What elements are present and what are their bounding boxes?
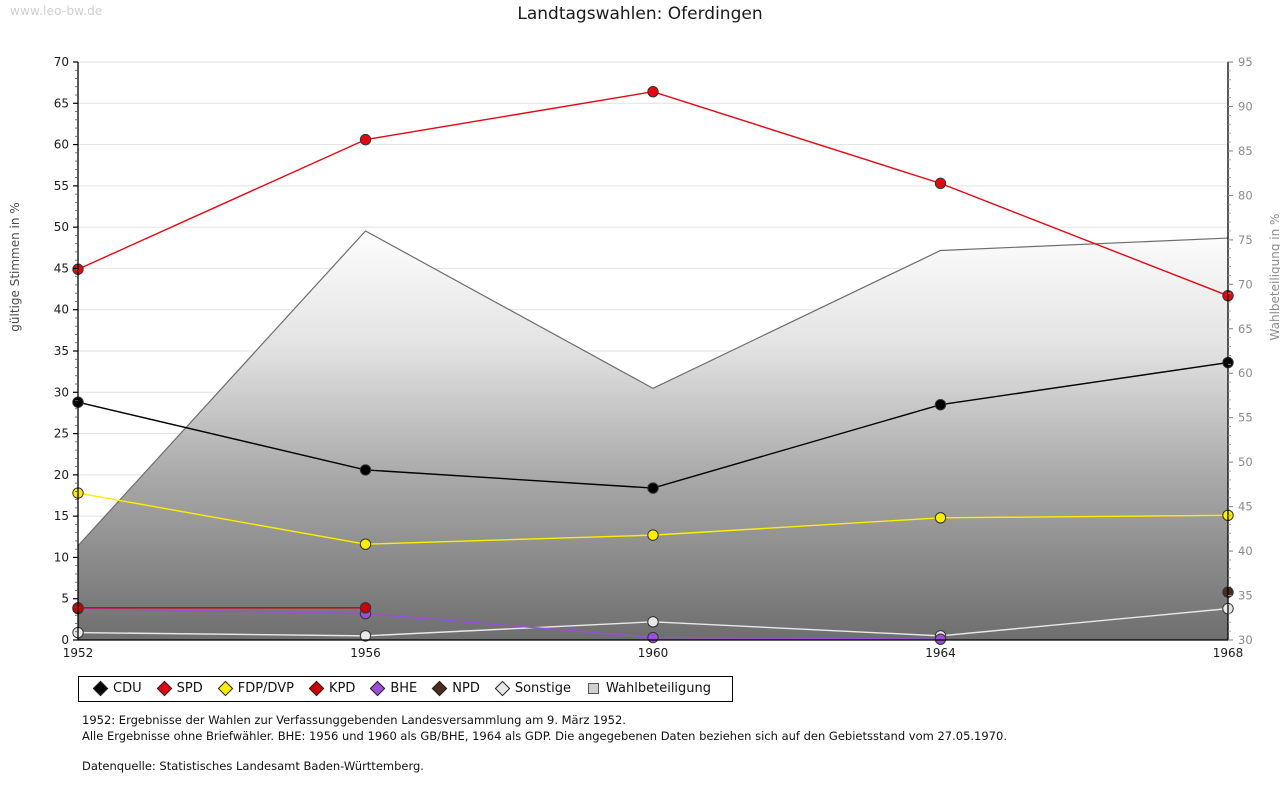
legend-label: SPD [176, 681, 203, 696]
tick-label: 65 [54, 96, 69, 110]
data-point[interactable] [934, 512, 947, 524]
legend-item-fdp-dvp[interactable]: FDP/DVP [214, 680, 305, 697]
tick-label: 15 [54, 509, 69, 523]
footnote-source: Datenquelle: Statistisches Landesamt Bad… [82, 759, 424, 773]
x-axis-ticks: 1952 1956 1960 1964 1968 [63, 646, 1244, 660]
watermark: www.leo-bw.de [10, 4, 103, 18]
tick-label: 60 [54, 138, 69, 152]
legend-diamond-icon [92, 680, 109, 697]
footnote-line-2: Alle Ergebnisse ohne Briefwähler. BHE: 1… [82, 729, 1007, 743]
wahlbeteiligung-line [77, 230, 1229, 547]
tick-label: 45 [1238, 500, 1253, 514]
legend-diamond-icon [494, 680, 511, 697]
data-point[interactable] [934, 177, 947, 190]
series-line [77, 607, 941, 640]
tick-label: 65 [1238, 322, 1253, 336]
legend-label: KPD [328, 681, 356, 696]
data-point[interactable] [934, 398, 947, 411]
data-point[interactable] [647, 529, 659, 541]
legend-diamond-icon [308, 680, 325, 697]
tick-label: 30 [1238, 633, 1253, 647]
legend-label: CDU [113, 681, 142, 696]
series-spd [72, 86, 1234, 302]
tick-label: 35 [54, 344, 69, 358]
y-axis-right-ticks: 30 35 40 45 50 55 60 65 70 75 80 85 90 95 [1228, 55, 1253, 647]
footnotes: 1952: Ergebnisse der Wahlen zur Verfassu… [82, 712, 1007, 774]
data-point[interactable] [359, 464, 372, 476]
legend-item-wahlbeteiligung[interactable]: Wahlbeteiligung [582, 681, 722, 696]
data-point[interactable] [359, 538, 372, 550]
legend-item-sonstige[interactable]: Sonstige [491, 680, 582, 697]
x-tick-label: 1960 [638, 646, 669, 660]
legend-diamond-icon [217, 680, 233, 697]
tick-label: 0 [61, 633, 69, 647]
x-tick-label: 1964 [925, 646, 956, 660]
data-point[interactable] [647, 86, 659, 98]
legend-label: FDP/DVP [237, 681, 294, 696]
tick-label: 55 [1238, 411, 1253, 425]
x-tick-label: 1952 [63, 646, 94, 660]
legend-item-cdu[interactable]: CDU [89, 680, 153, 697]
legend-item-kpd[interactable]: KPD [305, 680, 366, 697]
tick-label: 35 [1238, 589, 1253, 603]
data-point[interactable] [359, 133, 372, 146]
legend-item-npd[interactable]: NPD [428, 680, 491, 697]
tick-label: 30 [54, 385, 69, 399]
tick-label: 40 [54, 303, 69, 317]
data-point[interactable] [647, 482, 659, 494]
y-axis-left-minor-ticks [75, 69, 78, 633]
footnote-line-1: 1952: Ergebnisse der Wahlen zur Verfassu… [82, 713, 626, 727]
tick-label: 10 [54, 550, 69, 564]
tick-label: 70 [54, 55, 69, 69]
x-tick-label: 1968 [1213, 646, 1244, 660]
tick-label: 50 [54, 220, 69, 234]
tick-label: 70 [1238, 277, 1253, 291]
legend-label: Wahlbeteiligung [606, 681, 712, 696]
legend-item-bhe[interactable]: BHE [366, 680, 428, 697]
tick-label: 90 [1238, 99, 1253, 113]
tick-label: 75 [1238, 233, 1253, 247]
page-title: Landtagswahlen: Oferdingen [517, 4, 763, 24]
plot-area: 0 5 10 15 20 25 30 35 40 45 50 55 60 65 70 30 35 40 45 50 55… [54, 55, 1253, 660]
tick-label: 55 [54, 179, 69, 193]
chart-legend: CDU SPD FDP/DVP KPD BHE NPD Sonstige Wahlbeteil… [78, 676, 734, 702]
tick-label: 50 [1238, 455, 1253, 469]
tick-label: 20 [54, 468, 69, 482]
tick-label: 5 [61, 592, 69, 606]
data-point[interactable] [359, 602, 372, 614]
tick-label: 85 [1238, 144, 1253, 158]
tick-label: 80 [1238, 188, 1253, 202]
legend-diamond-icon [156, 680, 172, 697]
data-point[interactable] [934, 633, 947, 645]
legend-label: NPD [452, 681, 480, 696]
legend-diamond-icon [370, 680, 386, 697]
tick-label: 95 [1238, 55, 1253, 69]
tick-label: 60 [1238, 366, 1253, 380]
data-point[interactable] [359, 630, 372, 642]
legend-item-spd[interactable]: SPD [153, 680, 214, 697]
legend-square-icon [588, 683, 600, 694]
legend-label: Sonstige [514, 681, 572, 696]
tick-label: 25 [54, 427, 69, 441]
data-point[interactable] [647, 616, 659, 628]
legend-diamond-icon [431, 680, 448, 697]
series-cdu [72, 356, 1234, 494]
tick-label: 40 [1238, 544, 1253, 558]
chart-canvas: 0 5 10 15 20 25 30 35 40 45 50 55 60 65 70 30 35 40 45 50 55… [54, 55, 1253, 660]
data-point[interactable] [647, 631, 659, 644]
x-tick-label: 1956 [350, 646, 381, 660]
y-axis-left-ticks: 0 5 10 15 20 25 30 35 40 45 50 55 60 65 70 [54, 55, 78, 647]
tick-label: 45 [54, 261, 69, 275]
wahlbeteiligung-area [78, 230, 1228, 640]
y-axis-right-minor-ticks [1228, 70, 1231, 632]
legend-label: BHE [390, 681, 418, 696]
